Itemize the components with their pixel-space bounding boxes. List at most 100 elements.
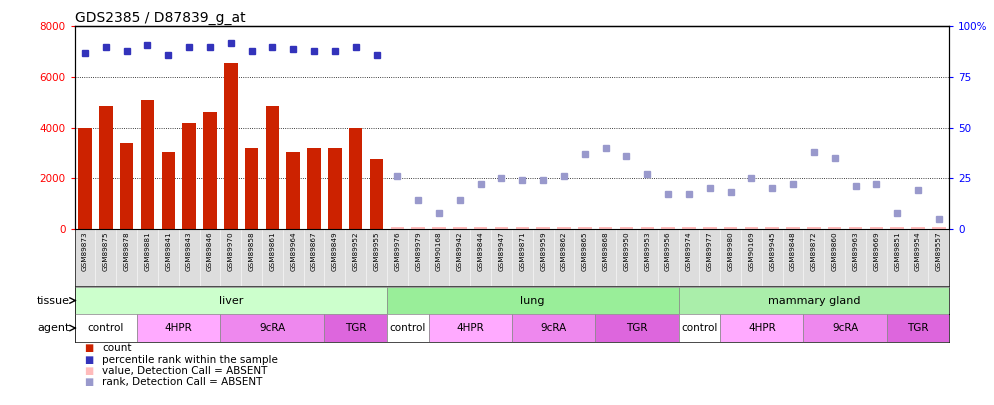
Bar [141, 100, 154, 229]
Text: ■: ■ [84, 343, 93, 353]
Text: GSM89950: GSM89950 [623, 232, 629, 271]
Text: GSM89974: GSM89974 [686, 232, 692, 271]
Bar [911, 227, 924, 229]
Text: GSM89977: GSM89977 [707, 232, 713, 271]
Bar [887, 314, 949, 342]
Bar [286, 151, 300, 229]
Bar [245, 148, 258, 229]
Bar [432, 227, 445, 229]
Bar [79, 128, 91, 229]
Bar [640, 227, 654, 229]
Text: TGR: TGR [345, 323, 367, 333]
Bar [679, 314, 721, 342]
Text: GSM89844: GSM89844 [478, 232, 484, 271]
Text: GSM89953: GSM89953 [644, 232, 650, 271]
Text: ■: ■ [84, 377, 93, 387]
Bar [370, 159, 384, 229]
Text: agent: agent [37, 323, 70, 333]
Text: GDS2385 / D87839_g_at: GDS2385 / D87839_g_at [75, 11, 246, 25]
Bar [765, 227, 779, 229]
Text: ■: ■ [84, 366, 93, 376]
Bar [221, 314, 324, 342]
Bar [558, 227, 571, 229]
Bar [595, 314, 679, 342]
Text: GSM89843: GSM89843 [186, 232, 192, 271]
Text: GSM89980: GSM89980 [728, 232, 734, 271]
Bar [137, 314, 221, 342]
Text: count: count [102, 343, 132, 353]
Text: GSM89945: GSM89945 [769, 232, 775, 271]
Text: tissue: tissue [37, 296, 70, 305]
Text: 9cRA: 9cRA [259, 323, 285, 333]
Bar [75, 287, 387, 314]
Bar [721, 314, 803, 342]
Text: TGR: TGR [626, 323, 648, 333]
Text: GSM89872: GSM89872 [811, 232, 817, 271]
Text: mammary gland: mammary gland [767, 296, 860, 305]
Text: TGR: TGR [908, 323, 928, 333]
Bar [328, 148, 342, 229]
Text: GSM89956: GSM89956 [665, 232, 671, 271]
Bar [661, 227, 675, 229]
Bar [891, 227, 904, 229]
Bar [99, 106, 112, 229]
Text: GSM89871: GSM89871 [519, 232, 525, 271]
Text: GSM89878: GSM89878 [123, 232, 129, 271]
Bar [182, 122, 196, 229]
Bar [412, 227, 425, 229]
Bar [803, 314, 887, 342]
Bar [391, 227, 405, 229]
Text: GSM89669: GSM89669 [874, 232, 880, 271]
Bar [203, 112, 217, 229]
Text: GSM89963: GSM89963 [853, 232, 859, 271]
Bar [307, 148, 321, 229]
Bar [495, 227, 508, 229]
Text: GSM89849: GSM89849 [332, 232, 338, 271]
Text: GSM89979: GSM89979 [415, 232, 421, 271]
Bar [682, 227, 696, 229]
Bar [265, 106, 279, 229]
Text: 4HPR: 4HPR [747, 323, 775, 333]
Text: GSM90169: GSM90169 [748, 232, 754, 271]
Bar [387, 314, 428, 342]
Text: 9cRA: 9cRA [832, 323, 858, 333]
Bar [724, 227, 738, 229]
Text: GSM90168: GSM90168 [436, 232, 442, 271]
Text: GSM89952: GSM89952 [353, 232, 359, 271]
Text: 4HPR: 4HPR [456, 323, 484, 333]
Text: GSM89867: GSM89867 [311, 232, 317, 271]
Bar [619, 227, 633, 229]
Text: GSM89858: GSM89858 [248, 232, 254, 271]
Text: GSM89851: GSM89851 [895, 232, 901, 271]
Bar [537, 227, 550, 229]
Text: rank, Detection Call = ABSENT: rank, Detection Call = ABSENT [102, 377, 262, 387]
Text: GSM89942: GSM89942 [457, 232, 463, 271]
Text: lung: lung [521, 296, 545, 305]
Bar [512, 314, 595, 342]
Bar [579, 227, 591, 229]
Bar [786, 227, 800, 229]
Text: GSM89959: GSM89959 [540, 232, 546, 271]
Bar [679, 287, 949, 314]
Bar [849, 227, 863, 229]
Bar [828, 227, 842, 229]
Text: percentile rank within the sample: percentile rank within the sample [102, 355, 278, 364]
Bar [161, 151, 175, 229]
Bar [324, 314, 387, 342]
Bar [703, 227, 717, 229]
Bar [474, 227, 487, 229]
Text: control: control [681, 323, 718, 333]
Text: GSM89848: GSM89848 [790, 232, 796, 271]
Text: GSM89881: GSM89881 [144, 232, 150, 271]
Text: control: control [390, 323, 426, 333]
Bar [516, 227, 529, 229]
Bar [870, 227, 883, 229]
Text: GSM89875: GSM89875 [102, 232, 108, 271]
Text: GSM89955: GSM89955 [374, 232, 380, 271]
Text: GSM89947: GSM89947 [499, 232, 505, 271]
Text: GSM89862: GSM89862 [561, 232, 567, 271]
Text: GSM89865: GSM89865 [581, 232, 587, 271]
Text: GSM89954: GSM89954 [915, 232, 921, 271]
Bar [932, 227, 945, 229]
Bar [428, 314, 512, 342]
